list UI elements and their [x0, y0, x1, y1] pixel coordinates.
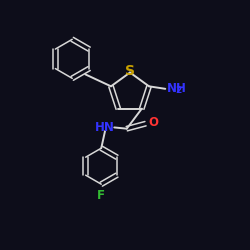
- Text: F: F: [97, 189, 105, 202]
- Text: S: S: [125, 64, 135, 78]
- Text: HN: HN: [95, 121, 115, 134]
- Text: NH: NH: [166, 82, 186, 95]
- Text: O: O: [148, 116, 158, 129]
- Text: 2: 2: [175, 86, 181, 95]
